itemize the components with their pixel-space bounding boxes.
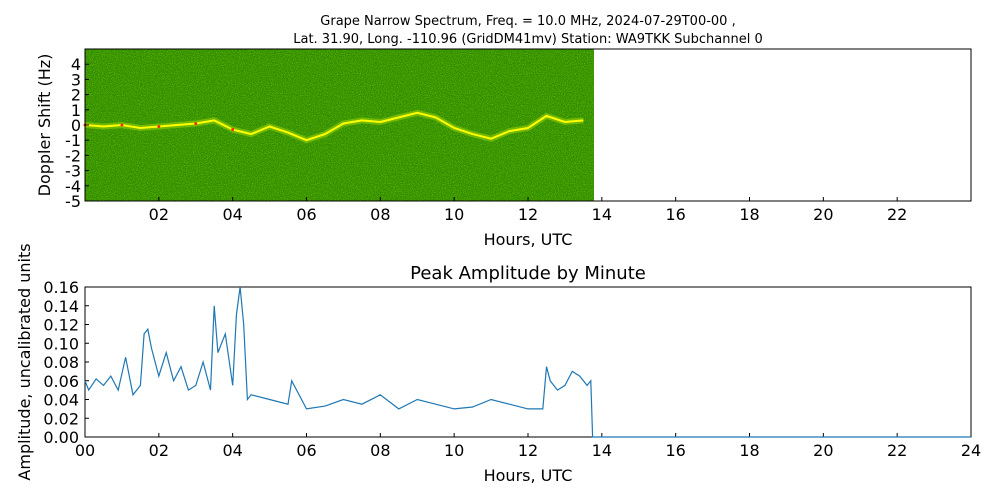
amplitude-y-tick-label: 0.06: [43, 372, 79, 391]
spectrogram-y-tick-label: 2: [71, 86, 81, 105]
spectrogram-y-tick-label: -3: [65, 162, 81, 181]
amplitude-frame: [84, 286, 972, 438]
amplitude-y-tick-label: 0.04: [43, 391, 79, 410]
doppler-trace-line: [84, 111, 584, 142]
amplitude-y-tick-label: 0.16: [43, 278, 79, 297]
amplitude-y-tick-label: 0.00: [43, 428, 79, 447]
spectrogram-y-tick-label: -5: [65, 192, 81, 211]
amplitude-x-tick-label: 08: [370, 441, 390, 460]
amplitude-y-tick-label: 0.14: [43, 297, 79, 316]
spectrogram-x-tick-label: 04: [222, 205, 242, 224]
spectrogram-x-tick-label: 10: [444, 205, 464, 224]
spectrogram-x-tick-label: 06: [296, 205, 316, 224]
spectrogram-x-tick-label: 02: [149, 205, 169, 224]
amplitude-x-tick-label: 12: [518, 441, 538, 460]
spectrogram-x-tick-label: 08: [370, 205, 390, 224]
spectrogram-y-tick-label: 4: [71, 55, 81, 74]
amplitude-x-tick-label: 06: [296, 441, 316, 460]
spectrogram-x-tick-label: 16: [665, 205, 685, 224]
spectrogram-y-tick-label: -4: [65, 177, 81, 196]
doppler-peak-point: [194, 122, 198, 125]
amplitude-x-tick-label: 20: [813, 441, 833, 460]
spectrogram-y-tick-label: 1: [71, 101, 81, 120]
amplitude-x-tick-label: 00: [75, 441, 95, 460]
amplitude-y-tick-label: 0.02: [43, 409, 79, 428]
amplitude-y-label: Amplitude, uncalibrated units: [15, 243, 34, 480]
amplitude-x-label: Hours, UTC: [484, 466, 573, 485]
spectrogram-y-tick-label: 3: [71, 70, 81, 89]
doppler-peak-point: [231, 128, 235, 131]
spectrogram-y-tick-label: -1: [65, 131, 81, 150]
spectrogram-x-label: Hours, UTC: [484, 230, 573, 249]
spectrogram-y-label: Doppler Shift (Hz): [35, 54, 54, 197]
doppler-trace: [83, 109, 584, 144]
spectrogram-x-ticks: 02 04 06 08 10 12 14 16 18 20 22: [149, 197, 907, 224]
amplitude-x-tick-label: 14: [592, 441, 612, 460]
amplitude-y-tick-label: 0.10: [43, 334, 79, 353]
spectrogram-y-tick-label: 0: [71, 116, 81, 135]
amplitude-x-tick-label: 04: [222, 441, 242, 460]
amplitude-x-tick-label: 02: [149, 441, 169, 460]
amplitude-x-tick-label: 22: [887, 441, 907, 460]
amplitude-x-tick-label: 24: [961, 441, 981, 460]
amplitude-y-ticks: 0.000.020.040.060.080.100.120.140.16: [43, 278, 89, 447]
amplitude-x-tick-label: 16: [665, 441, 685, 460]
spectrogram-x-tick-label: 22: [887, 205, 907, 224]
figure-title-line2: Lat. 31.90, Long. -110.96 (GridDM41mv) S…: [293, 32, 763, 47]
amplitude-y-tick-label: 0.08: [43, 353, 79, 372]
spectrogram-x-tick-label: 12: [518, 205, 538, 224]
doppler-peak-point: [120, 123, 124, 127]
amplitude-x-ticks: 00 02 04 06 08 10 12 14 16 18 20 22 24: [75, 433, 981, 460]
spectrogram-x-tick-label: 20: [813, 205, 833, 224]
amplitude-panel: Peak Amplitude by Minute 0.000.020.040.0…: [15, 243, 981, 485]
doppler-peak-point: [157, 125, 161, 128]
amplitude-y-tick-label: 0.12: [43, 316, 79, 335]
amplitude-series-line: [84, 286, 971, 438]
amplitude-title: Peak Amplitude by Minute: [410, 263, 646, 284]
spectrogram-y-tick-label: -2: [65, 146, 81, 165]
amplitude-x-tick-label: 18: [739, 441, 759, 460]
spectrogram-x-tick-label: 14: [592, 205, 612, 224]
spectrogram-x-tick-label: 18: [739, 205, 759, 224]
figure-title-line1: Grape Narrow Spectrum, Freq. = 10.0 MHz,…: [320, 14, 735, 29]
amplitude-x-tick-label: 10: [444, 441, 464, 460]
